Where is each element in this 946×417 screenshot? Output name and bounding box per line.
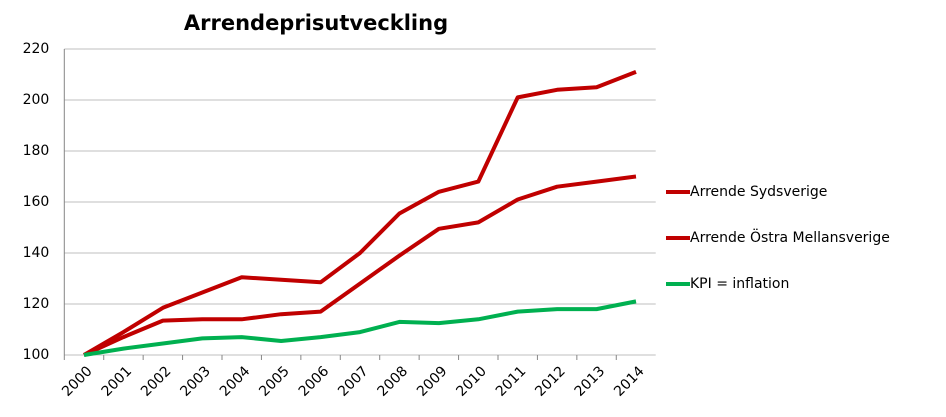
x-tick-label: 2003 — [177, 363, 214, 400]
series-line — [83, 174, 637, 357]
legend-label: Arrende Östra Mellansverige — [690, 228, 890, 246]
x-tick-label: 2009 — [414, 363, 451, 400]
y-tick-label: 200 — [23, 92, 50, 108]
x-tick-label: 2004 — [217, 363, 254, 400]
y-tick-label: 140 — [23, 245, 50, 261]
x-tick-label: 2010 — [453, 363, 490, 400]
x-tick-label: 2013 — [572, 363, 609, 400]
chart-title: Arrendeprisutveckling — [184, 11, 448, 35]
x-tick-label: 2006 — [296, 363, 333, 400]
x-tick-label: 2012 — [532, 363, 569, 400]
y-tick-label: 160 — [23, 194, 50, 210]
x-tick-label: 2001 — [99, 363, 136, 400]
series-line — [83, 299, 637, 357]
y-tick-label: 220 — [23, 41, 50, 57]
y-tick-label: 100 — [23, 347, 50, 363]
legend-label: KPI = inflation — [690, 276, 789, 292]
x-tick-label: 2011 — [493, 363, 530, 400]
y-tick-label: 120 — [23, 296, 50, 312]
series-line — [82, 70, 637, 357]
x-tick-label: 2014 — [611, 363, 648, 400]
x-tick-label: 2008 — [375, 363, 412, 400]
y-tick-label: 180 — [23, 143, 50, 159]
x-tick-label: 2000 — [59, 363, 96, 400]
x-tick-label: 2007 — [335, 363, 372, 400]
x-tick-label: 2005 — [256, 363, 293, 400]
legend-label: Arrende Sydsverige — [690, 184, 827, 200]
x-tick-label: 2002 — [138, 363, 175, 400]
